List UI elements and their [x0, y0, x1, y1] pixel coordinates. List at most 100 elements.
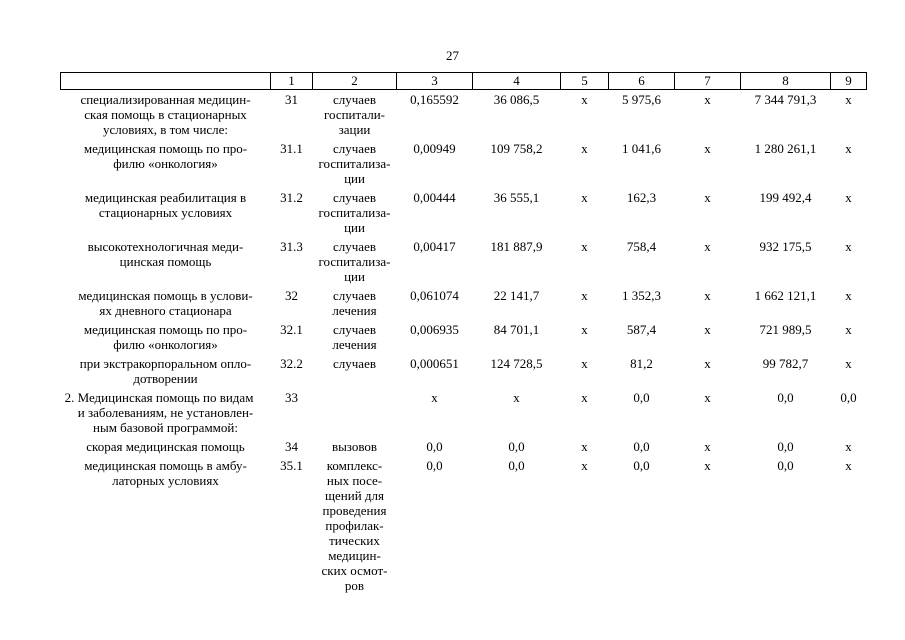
- header-cell-8: 8: [740, 72, 831, 90]
- row-line-number: 31.1: [280, 141, 303, 156]
- row-value-6: 758,4: [626, 239, 657, 254]
- row-unit: случаев госпитализа- ции: [318, 190, 391, 235]
- table-row: медицинская помощь по про- филю «онколог…: [61, 320, 867, 354]
- row-value-5: х: [581, 458, 588, 473]
- row-value-5: х: [581, 356, 588, 371]
- row-value-4: 124 728,5: [490, 356, 543, 371]
- row-value-9: х: [845, 141, 852, 156]
- row-value-6: 1 352,3: [622, 288, 661, 303]
- row-line-number: 31.3: [280, 239, 303, 254]
- row-value-9: х: [845, 239, 852, 254]
- table-row: медицинская помощь в амбу- латорных усло…: [61, 456, 867, 595]
- row-description: медицинская реабилитация в стационарных …: [84, 190, 247, 220]
- row-value-9: х: [845, 458, 852, 473]
- header-cell-desc: [60, 72, 271, 90]
- table-row: 2. Медицинская помощь по видам и заболев…: [61, 388, 867, 437]
- row-value-4: 181 887,9: [490, 239, 543, 254]
- row-description: медицинская помощь по про- филю «онколог…: [83, 141, 248, 171]
- table-row: медицинская реабилитация в стационарных …: [61, 188, 867, 237]
- row-value-4: 22 141,7: [493, 288, 540, 303]
- header-cell-7: 7: [674, 72, 741, 90]
- row-line-number: 32: [285, 288, 298, 303]
- row-value-8: 7 344 791,3: [754, 92, 817, 107]
- row-value-7: х: [704, 288, 711, 303]
- table-row: при экстракорпоральном опло- дотворении …: [61, 354, 867, 388]
- row-value-3: 0,0: [426, 458, 443, 473]
- table-row: медицинская помощь в услови- ях дневного…: [61, 286, 867, 320]
- row-value-8: 0,0: [777, 390, 794, 405]
- row-value-4: 0,0: [508, 439, 525, 454]
- row-value-7: х: [704, 92, 711, 107]
- row-value-8: 721 989,5: [759, 322, 812, 337]
- header-cell-2: 2: [312, 72, 397, 90]
- row-value-9: х: [845, 439, 852, 454]
- row-description: 2. Медицинская помощь по видам и заболев…: [64, 390, 254, 435]
- row-value-5: х: [581, 288, 588, 303]
- row-value-8: 1 662 121,1: [754, 288, 817, 303]
- header-cell-1: 1: [270, 72, 313, 90]
- row-unit: случаев лечения: [332, 322, 377, 352]
- row-description: специализированная медицин- ская помощь …: [80, 92, 251, 137]
- row-value-7: х: [704, 458, 711, 473]
- row-value-7: х: [704, 239, 711, 254]
- row-unit: вызовов: [331, 439, 378, 454]
- row-value-8: 0,0: [777, 458, 794, 473]
- row-unit: комплекс- ных посе- щений для проведения…: [321, 458, 388, 593]
- row-value-6: 0,0: [633, 439, 650, 454]
- program-table: 1 2 3 4 5 6 7 8 9 специализированная мед…: [60, 72, 867, 595]
- row-line-number: 32.1: [280, 322, 303, 337]
- row-description: медицинская помощь по про- филю «онколог…: [83, 322, 248, 352]
- row-value-7: х: [704, 190, 711, 205]
- row-unit: случаев госпитали- зации: [323, 92, 385, 137]
- row-unit: случаев: [333, 356, 376, 371]
- row-line-number: 35.1: [280, 458, 303, 473]
- row-value-7: х: [704, 439, 711, 454]
- row-value-5: х: [581, 239, 588, 254]
- row-line-number: 31: [285, 92, 298, 107]
- row-value-7: х: [704, 141, 711, 156]
- row-unit: [313, 388, 397, 437]
- row-value-4: 84 701,1: [493, 322, 540, 337]
- row-value-9: х: [845, 92, 852, 107]
- row-unit: случаев лечения: [332, 288, 377, 318]
- row-description: медицинская помощь в услови- ях дневного…: [78, 288, 253, 318]
- row-description: скорая медицинская помощь: [86, 439, 245, 454]
- table-row: специализированная медицин- ская помощь …: [61, 90, 867, 140]
- row-description: высокотехнологичная меди- цинская помощь: [87, 239, 244, 269]
- row-value-3: 0,000651: [410, 356, 459, 371]
- table-row: скорая медицинская помощь 34 вызовов 0,0…: [61, 437, 867, 456]
- row-description: медицинская помощь в амбу- латорных усло…: [84, 458, 247, 488]
- row-value-9: х: [845, 190, 852, 205]
- row-value-3: 0,0: [426, 439, 443, 454]
- row-value-5: х: [581, 141, 588, 156]
- row-value-6: 587,4: [626, 322, 657, 337]
- row-value-3: 0,00949: [413, 141, 456, 156]
- row-line-number: 31.2: [280, 190, 303, 205]
- row-value-6: 1 041,6: [622, 141, 661, 156]
- row-value-6: 162,3: [626, 190, 657, 205]
- row-value-4: 109 758,2: [490, 141, 543, 156]
- table-header-row: 1 2 3 4 5 6 7 8 9: [60, 72, 867, 90]
- row-value-9: х: [845, 288, 852, 303]
- row-line-number: 32.2: [280, 356, 303, 371]
- row-value-4: 36 555,1: [493, 190, 540, 205]
- row-value-5: х: [581, 190, 588, 205]
- table-row: медицинская помощь по про- филю «онколог…: [61, 139, 867, 188]
- row-value-3: 0,165592: [410, 92, 459, 107]
- row-value-8: 199 492,4: [759, 190, 812, 205]
- row-value-5: х: [581, 439, 588, 454]
- row-value-4: 36 086,5: [493, 92, 540, 107]
- row-value-9: 0,0: [840, 390, 857, 405]
- row-unit: случаев госпитализа- ции: [318, 239, 391, 284]
- header-cell-3: 3: [396, 72, 473, 90]
- row-value-8: 99 782,7: [762, 356, 809, 371]
- row-line-number: 33: [285, 390, 298, 405]
- row-value-9: х: [845, 356, 852, 371]
- header-cell-6: 6: [608, 72, 675, 90]
- header-cell-5: 5: [560, 72, 609, 90]
- row-value-7: х: [704, 356, 711, 371]
- row-value-6: 5 975,6: [622, 92, 661, 107]
- row-value-3: 0,061074: [410, 288, 459, 303]
- row-value-9: х: [845, 322, 852, 337]
